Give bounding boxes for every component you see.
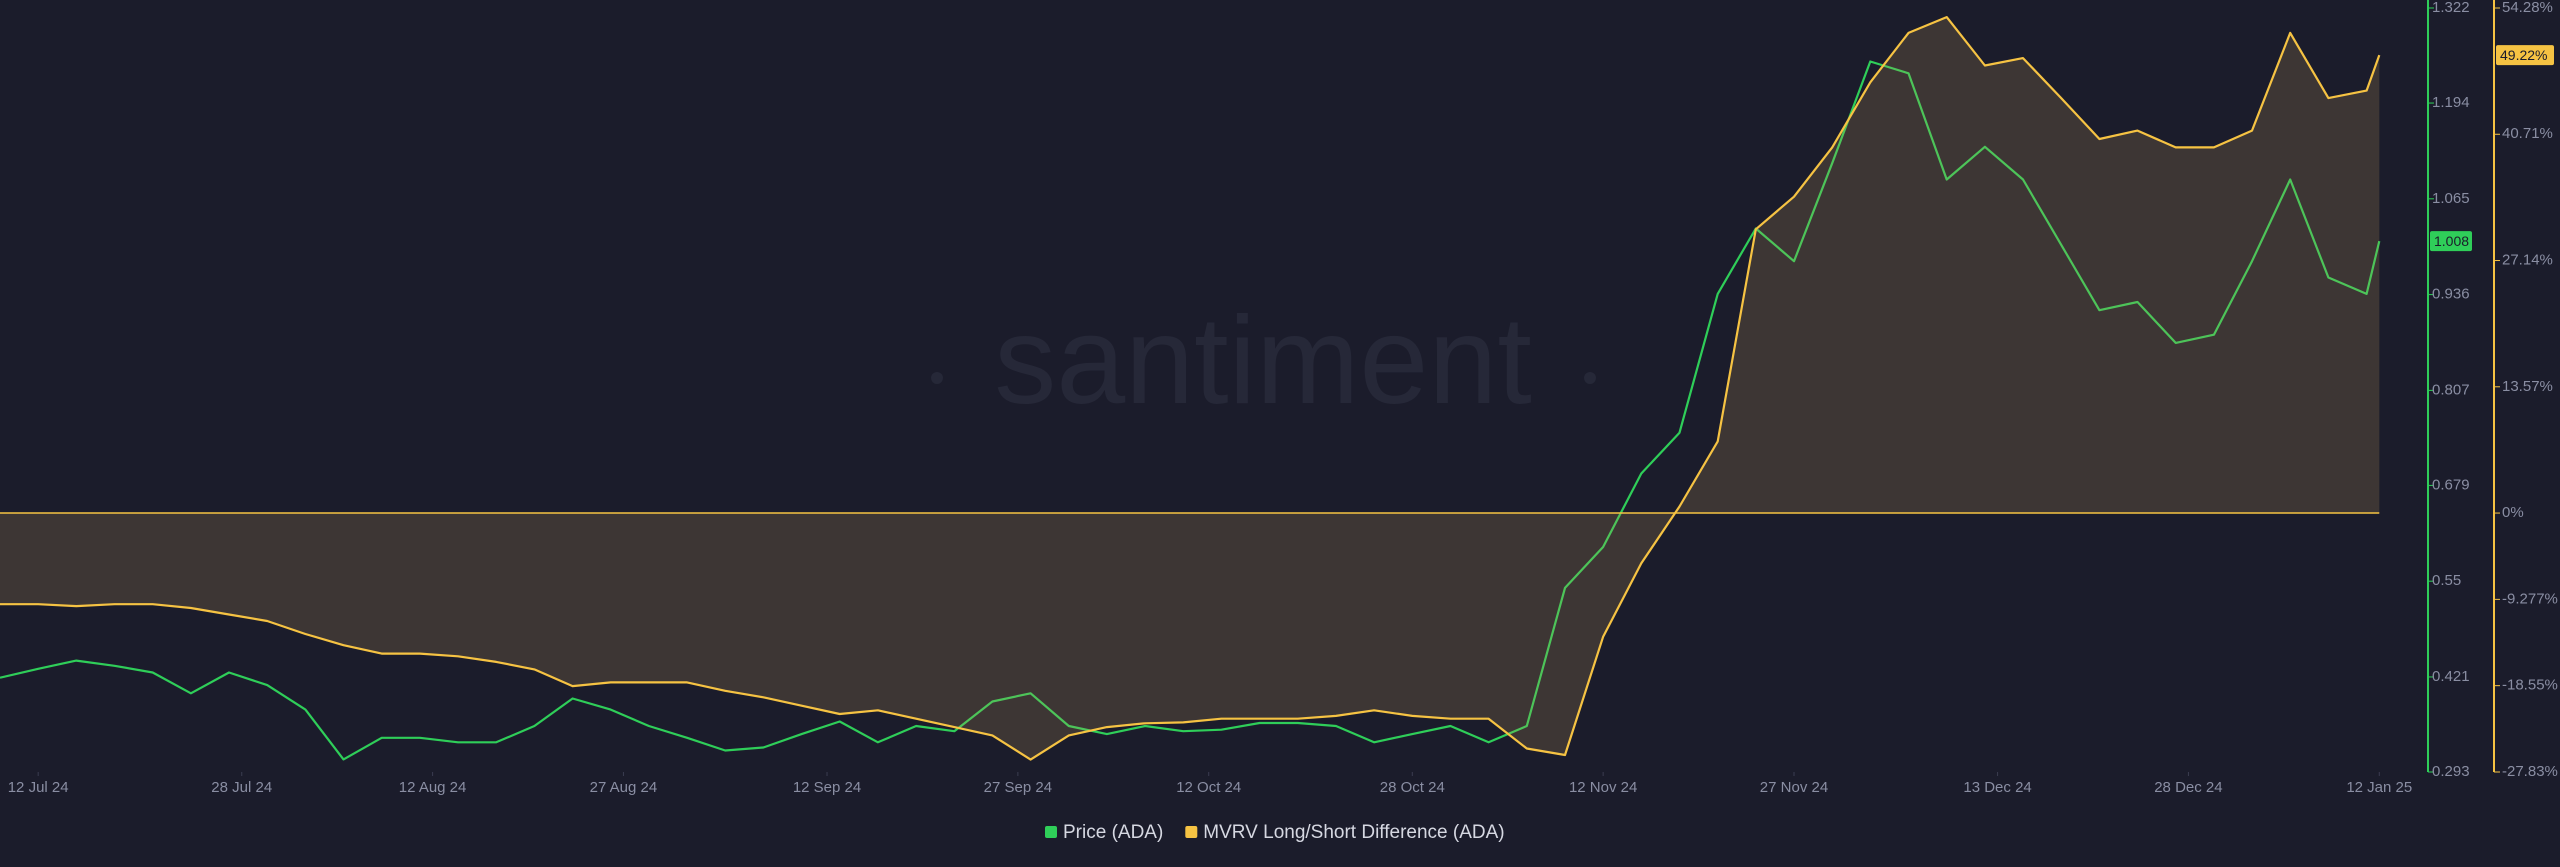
last-value-label: 49.22% xyxy=(2500,47,2547,63)
y2-tick-label: 13.57% xyxy=(2502,378,2553,395)
x-tick-label: 12 Oct 24 xyxy=(1176,779,1241,796)
y-tick-label: 0.293 xyxy=(2432,763,2470,780)
x-tick-label: 28 Dec 24 xyxy=(2154,779,2222,796)
y2-tick-label: 27.14% xyxy=(2502,251,2553,268)
y-tick-label: 0.679 xyxy=(2432,476,2470,493)
x-tick-label: 12 Aug 24 xyxy=(399,779,467,796)
x-tick-label: 28 Oct 24 xyxy=(1380,779,1445,796)
x-tick-label: 28 Jul 24 xyxy=(211,779,272,796)
y-tick-label: 1.065 xyxy=(2432,190,2470,207)
y-tick-label: 0.55 xyxy=(2432,572,2461,589)
x-tick-label: 12 Jul 24 xyxy=(8,779,69,796)
last-value-badge xyxy=(2430,231,2472,252)
y-tick-label: 0.421 xyxy=(2432,668,2470,685)
x-tick-label: 12 Nov 24 xyxy=(1569,779,1637,796)
y-tick-label: 1.322 xyxy=(2432,0,2470,16)
x-tick-label: 12 Jan 25 xyxy=(2346,779,2412,796)
watermark-dot xyxy=(1584,372,1596,384)
y-tick-label: 1.194 xyxy=(2432,94,2470,111)
y2-tick-label: 0% xyxy=(2502,504,2524,521)
y2-tick-label: 54.28% xyxy=(2502,0,2553,16)
x-tick-label: 12 Sep 24 xyxy=(793,779,861,796)
watermark: santiment xyxy=(994,292,1532,430)
x-tick-label: 27 Aug 24 xyxy=(590,779,658,796)
x-tick-label: 27 Sep 24 xyxy=(984,779,1052,796)
legend-label: Price (ADA) xyxy=(1063,822,1163,843)
last-value-badge xyxy=(2496,45,2554,66)
x-tick-label: 13 Dec 24 xyxy=(1963,779,2031,796)
series-line xyxy=(0,16,2381,761)
legend-label: MVRV Long/Short Difference (ADA) xyxy=(1203,822,1504,843)
y2-tick-label: 40.71% xyxy=(2502,125,2553,142)
watermark-dot xyxy=(931,372,943,384)
y2-tick-label: -9.277% xyxy=(2502,590,2558,607)
y-tick-label: 0.936 xyxy=(2432,286,2470,303)
series-line xyxy=(0,60,2381,761)
legend-swatch xyxy=(1045,826,1057,838)
last-value-label: 1.008 xyxy=(2434,233,2469,249)
legend-swatch xyxy=(1185,826,1198,838)
y2-tick-label: -27.83% xyxy=(2502,763,2558,780)
y2-tick-label: -18.55% xyxy=(2502,677,2558,694)
y-tick-label: 0.807 xyxy=(2432,381,2470,398)
x-tick-label: 27 Nov 24 xyxy=(1760,779,1828,796)
mvrv-area xyxy=(0,17,2380,760)
